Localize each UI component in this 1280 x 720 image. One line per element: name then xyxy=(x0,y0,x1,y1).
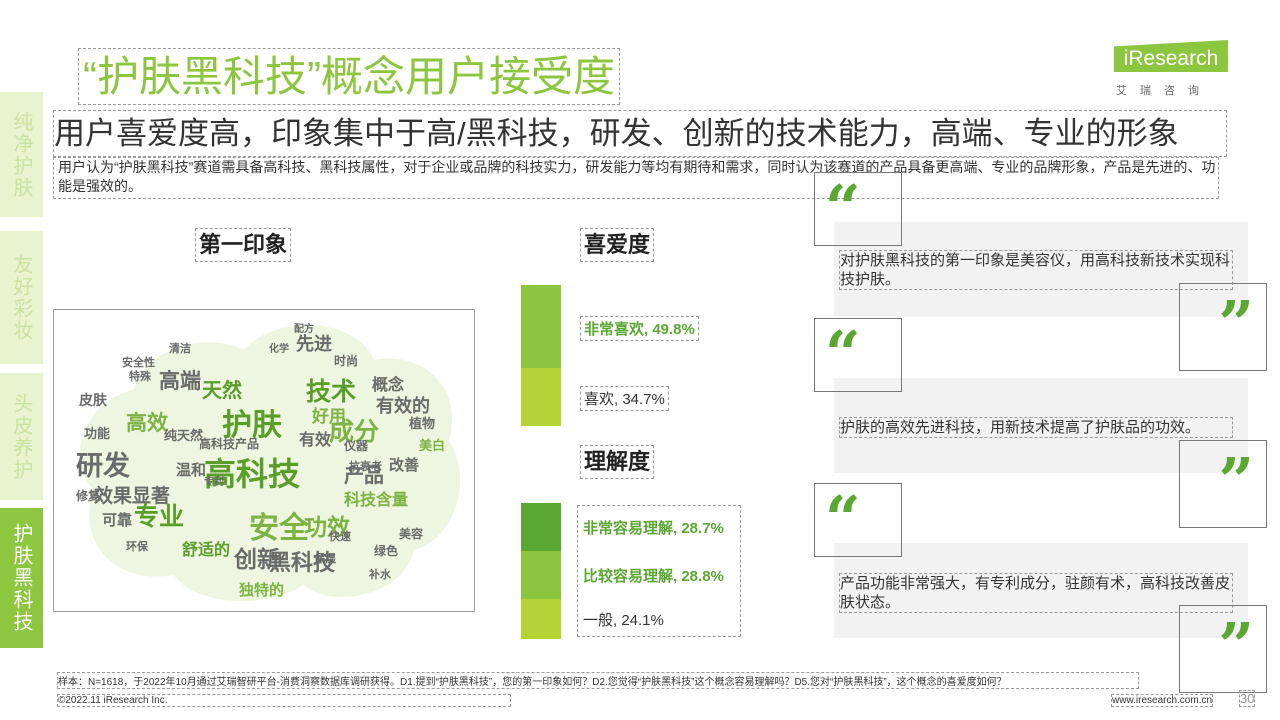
word-cloud-frame: 高科技 护肤安全 研发 技术成分专业 功效 创新 黑科技 高端高效 天然产品效果显著 有效的 先进好… xyxy=(53,309,475,612)
close-quote-icon: ” xyxy=(1179,283,1267,371)
cloud-word: 独特的 xyxy=(239,581,284,599)
cloud-word: 效果显著 xyxy=(94,484,170,507)
cloud-word: 护肤 xyxy=(222,408,283,443)
understanding-label-average: 一般, 24.1% xyxy=(583,612,664,629)
cloud-word: 高科技 xyxy=(204,455,300,493)
cloud-word: 先进 xyxy=(296,333,332,355)
close-quote-icon: ” xyxy=(1179,440,1267,528)
liking-bar-very xyxy=(521,285,561,368)
sidebar-item-scalp-care[interactable]: 头皮养护 xyxy=(0,373,43,500)
cloud-word: 技术 xyxy=(306,377,356,406)
cloud-word: 美白 xyxy=(419,438,445,454)
cloud-word: 功效 xyxy=(304,514,350,541)
sidebar-item-skincare-tech[interactable]: 护肤黑科技 xyxy=(0,508,43,648)
footer-url[interactable]: www.iresearch.com.cn xyxy=(1111,694,1214,707)
cloud-word: 黑科技 xyxy=(269,551,336,576)
cloud-word: 可靠 xyxy=(102,511,132,529)
close-quote-icon: ” xyxy=(1179,605,1267,693)
cloud-word: 高科技产品 xyxy=(199,436,259,451)
quote-text-1: 对护肤黑科技的第一印象是美容仪，用高科技新技术实现科技护肤。 xyxy=(839,250,1233,290)
cloud-word: 配方 xyxy=(294,322,314,335)
cloud-word: 化学 xyxy=(269,342,289,355)
cloud-word: 舒适的 xyxy=(182,540,230,559)
open-quote-icon: “ xyxy=(814,172,902,246)
cloud-word: 修复 xyxy=(75,488,101,503)
page-number: 30 xyxy=(1239,690,1256,707)
footer-copyright: ©2022.11 iResearch Inc. xyxy=(57,694,511,707)
page-title: “护肤黑科技”概念用户接受度 xyxy=(78,48,620,105)
open-quote-icon: “ xyxy=(814,318,902,392)
liking-heading: 喜爱度 xyxy=(580,228,655,262)
cloud-word: 成分 xyxy=(329,417,379,446)
cloud-word: 专利 xyxy=(204,475,224,488)
quote-text-2: 护肤的高效先进科技，用新技术提高了护肤品的功效。 xyxy=(839,417,1233,438)
understanding-label-fairly-easy: 比较容易理解, 28.8% xyxy=(583,568,724,585)
cloud-word: 专业 xyxy=(134,502,184,531)
first-impression-heading: 第一印象 xyxy=(195,228,292,262)
cloud-word: 产品 xyxy=(344,463,384,487)
cloud-word: 改善 xyxy=(389,456,419,474)
cloud-word: 天然 xyxy=(202,378,242,402)
cloud-word: 纯天然 xyxy=(164,428,203,444)
iresearch-logo-subtitle: 艾瑞咨询 xyxy=(1116,85,1212,97)
cloud-word: 特殊 xyxy=(129,369,152,383)
understanding-bar-fairly-easy xyxy=(521,551,561,599)
sidebar-item-label: 护肤黑科技 xyxy=(10,523,32,633)
cloud-word: 安全性 xyxy=(122,355,155,369)
cloud-word: 高效 xyxy=(126,411,168,435)
cloud-word: 抗衰老 xyxy=(349,459,382,473)
liking-bar-like xyxy=(521,368,561,426)
understanding-labels-frame xyxy=(577,505,741,637)
cloud-word: 有效的 xyxy=(376,395,430,417)
cloud-word: 仪器 xyxy=(343,439,369,453)
cloud-word: 有效 xyxy=(299,430,331,449)
cloud-word: 时尚 xyxy=(334,353,358,368)
cloud-word: 补水 xyxy=(368,567,392,581)
understanding-bar-very-easy xyxy=(521,503,561,551)
cloud-word: 清洁 xyxy=(169,341,191,355)
footer-note: 样本：N=1618，于2022年10月通过艾瑞智研平台-消费洞察数据库调研获得。… xyxy=(57,672,1139,689)
sidebar-item-label: 友好彩妆 xyxy=(10,253,32,342)
sidebar-item-label: 纯净护肤 xyxy=(10,110,32,199)
understanding-heading: 理解度 xyxy=(580,445,655,479)
sidebar-item-pure-skincare[interactable]: 纯净护肤 xyxy=(0,92,43,217)
sidebar-item-friendly-makeup[interactable]: 友好彩妆 xyxy=(0,231,43,364)
cloud-word: 科技含量 xyxy=(344,490,408,509)
cloud-word: 创新 xyxy=(233,546,280,573)
open-quote-icon: “ xyxy=(814,483,902,557)
quote-text-3: 产品功能非常强大，有专利成分，驻颜有术，高科技改善皮肤状态。 xyxy=(839,573,1233,613)
understanding-label-very-easy: 非常容易理解, 28.7% xyxy=(583,520,724,537)
cloud-word: 植物 xyxy=(408,416,435,432)
page-description: 用户认为“护肤黑科技”赛道需具备高科技、黑科技属性，对于企业或品牌的科技实力，研… xyxy=(53,157,1219,199)
understanding-bar-average xyxy=(521,599,561,639)
sidebar-item-label: 头皮养护 xyxy=(10,392,32,481)
cloud-word: 皮肤 xyxy=(78,392,108,409)
cloud-word: 温和 xyxy=(176,461,206,479)
cloud-word: 美容 xyxy=(399,526,423,541)
cloud-word: 快速 xyxy=(328,529,351,543)
cloud-word: 功能 xyxy=(84,426,110,442)
cloud-word: 研发 xyxy=(76,450,130,482)
cloud-word: 安全 xyxy=(249,511,310,546)
iresearch-logo: iResearch xyxy=(1114,40,1228,72)
liking-label-very: 非常喜欢, 49.8% xyxy=(580,315,699,341)
cloud-word: 概念 xyxy=(372,375,405,394)
cloud-word: 保湿 xyxy=(313,551,336,565)
page-subtitle: 用户喜爱度高，印象集中于高/黑科技，研发、创新的技术能力，高端、专业的形象 xyxy=(53,110,1227,157)
cloud-word: 好用 xyxy=(311,406,346,427)
cloud-word: 环保 xyxy=(126,539,149,553)
cloud-word: 高端 xyxy=(159,369,201,393)
cloud-word: 绿色 xyxy=(374,543,398,558)
liking-label-like: 喜欢, 34.7% xyxy=(580,386,669,411)
cloud-shape xyxy=(79,324,461,602)
